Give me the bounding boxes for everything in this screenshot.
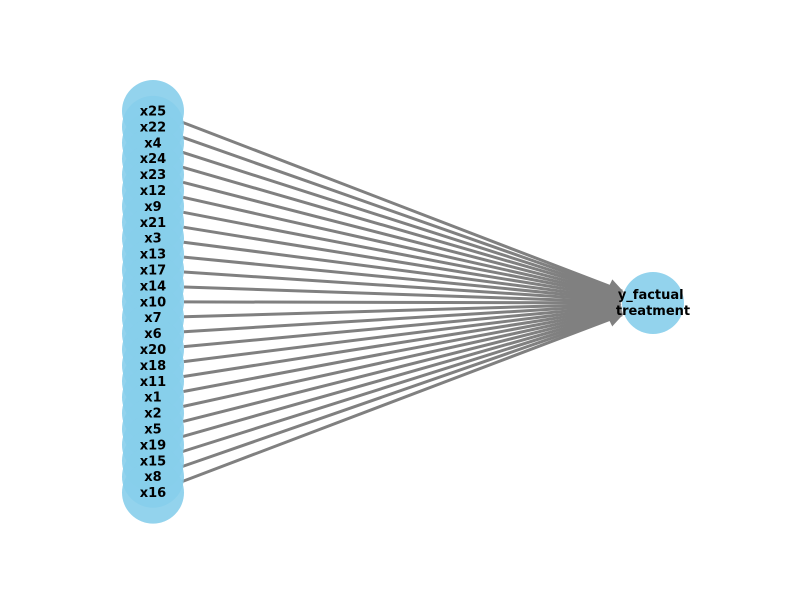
target-node: y_factual treatment [616, 272, 690, 334]
edge-x13-to-target [183, 255, 622, 306]
edge-x1-to-target [183, 304, 623, 393]
node-label-x20: x20 [140, 343, 166, 358]
node-label-x4: x4 [144, 136, 161, 151]
edge-x18-to-target [183, 301, 622, 364]
node-label-x23: x23 [140, 168, 166, 183]
node-label-x12: x12 [140, 184, 166, 199]
target-node-label: y_factual treatment [616, 288, 690, 319]
edge-x22-to-target [181, 135, 624, 295]
node-label-x22: x22 [140, 120, 166, 135]
edge-x25-to-target [181, 120, 624, 294]
target-label-line-1: y_factual [618, 288, 684, 303]
edge-x6-to-target [183, 298, 622, 334]
edge-x20-to-target [183, 299, 622, 349]
node-label-x9: x9 [144, 200, 161, 215]
edge-layer [181, 120, 624, 484]
node-label-x3: x3 [144, 232, 161, 247]
node-label-x25: x25 [140, 105, 166, 120]
node-label-x7: x7 [144, 311, 161, 326]
edge-x9-to-target [183, 210, 623, 302]
edge-x7-to-target [183, 296, 622, 319]
edge-x3-to-target [183, 240, 622, 305]
edge-x11-to-target [183, 302, 622, 378]
node-label-x19: x19 [140, 438, 166, 453]
edge-x17-to-target [183, 270, 622, 308]
node-label-x24: x24 [140, 152, 166, 167]
source-label-layer: x25x22x4x24x23x12x9x21x3x13x17x14x10x7x6… [140, 105, 166, 502]
edge-x19-to-target [182, 308, 623, 438]
edge-x21-to-target [183, 225, 622, 303]
node-label-x13: x13 [140, 248, 166, 263]
node-label-x15: x15 [140, 454, 166, 469]
edge-x10-to-target [183, 295, 622, 311]
edge-x16-to-target [181, 312, 624, 484]
node-x16 [122, 461, 184, 524]
edge-x23-to-target [182, 180, 623, 299]
node-label-x10: x10 [140, 295, 166, 310]
node-label-x11: x11 [140, 375, 166, 390]
node-label-x18: x18 [140, 359, 166, 374]
edge-x15-to-target [182, 309, 623, 453]
node-label-x17: x17 [140, 264, 166, 279]
edge-x8-to-target [181, 311, 624, 468]
node-label-x16: x16 [140, 486, 166, 501]
node-label-x14: x14 [140, 279, 166, 294]
node-label-x21: x21 [140, 216, 166, 231]
target-label-line-2: treatment [616, 304, 690, 319]
node-label-x8: x8 [144, 470, 161, 485]
edge-x24-to-target [182, 165, 623, 298]
edge-x4-to-target [182, 150, 624, 296]
node-label-x6: x6 [144, 327, 161, 342]
source-node-layer [122, 80, 184, 524]
node-label-x2: x2 [144, 407, 161, 422]
edge-x14-to-target [183, 285, 622, 309]
node-label-x1: x1 [144, 391, 161, 406]
node-label-x5: x5 [144, 423, 161, 438]
edge-x12-to-target [182, 195, 623, 301]
edge-x2-to-target [182, 305, 623, 408]
edge-x5-to-target [182, 307, 623, 423]
target-node-circle [622, 272, 684, 334]
